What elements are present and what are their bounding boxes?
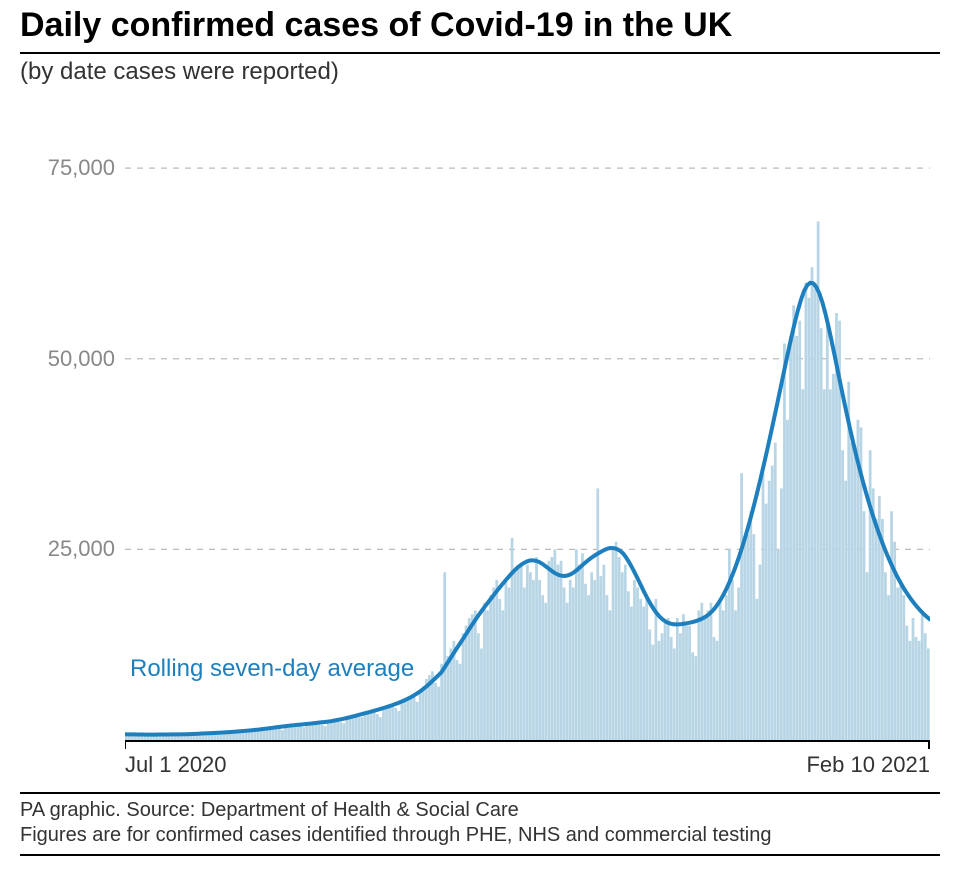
footer-rule-top	[20, 792, 940, 794]
footer-line-1: PA graphic. Source: Department of Health…	[20, 798, 519, 823]
chart-title: Daily confirmed cases of Covid-19 in the…	[20, 6, 732, 45]
footer-rule-bottom	[20, 854, 940, 856]
chart-container: Daily confirmed cases of Covid-19 in the…	[0, 0, 960, 879]
x-axis-end-label: Feb 10 2021	[806, 752, 930, 778]
title-rule	[20, 52, 940, 54]
y-tick-label: 50,000	[20, 346, 115, 372]
y-tick-label: 75,000	[20, 155, 115, 181]
chart-subtitle: (by date cases were reported)	[20, 58, 339, 86]
x-axis-start-label: Jul 1 2020	[125, 752, 227, 778]
series-label: Rolling seven-day average	[130, 655, 414, 683]
footer-line-2: Figures are for confirmed cases identifi…	[20, 823, 771, 848]
y-tick-label: 25,000	[20, 536, 115, 562]
